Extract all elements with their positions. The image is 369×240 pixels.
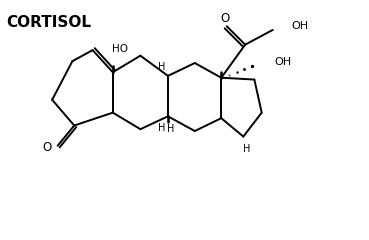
Text: OH: OH xyxy=(275,57,292,67)
Text: O: O xyxy=(43,141,52,154)
Text: H: H xyxy=(167,124,175,134)
Text: HO: HO xyxy=(112,44,128,54)
Text: CORTISOL: CORTISOL xyxy=(6,15,91,30)
Text: H: H xyxy=(158,123,165,133)
Text: O: O xyxy=(220,12,230,25)
Text: OH: OH xyxy=(291,21,308,30)
Text: H: H xyxy=(242,144,250,154)
Text: H: H xyxy=(158,62,165,72)
